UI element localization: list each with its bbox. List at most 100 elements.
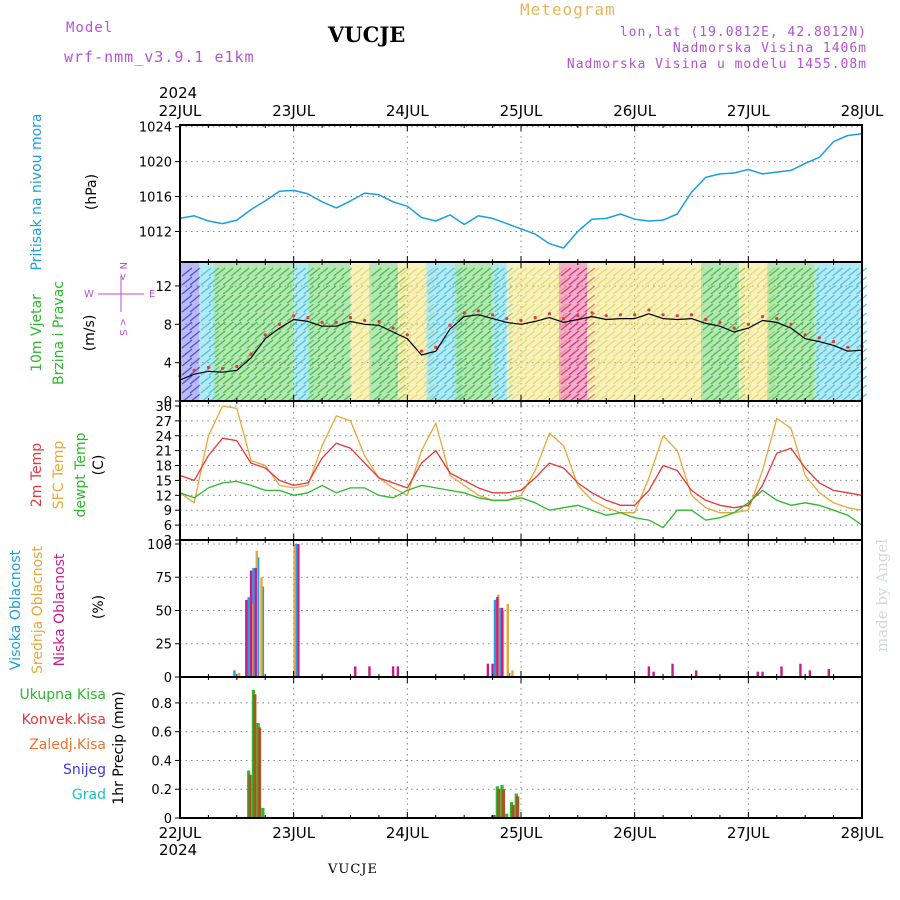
wind-barb [568, 285, 580, 295]
wind-barb [692, 330, 704, 340]
wind-barb [286, 294, 298, 304]
wind-gust-point [320, 320, 324, 324]
wind-barb [488, 294, 500, 304]
wind-barb [848, 339, 860, 349]
wind-barb [710, 294, 722, 304]
cloud-ylabel-mid: Srednja Oblacnost [30, 546, 46, 674]
wind-dir-n: N > [117, 262, 128, 281]
wind-barb [560, 357, 572, 367]
wind-barb [352, 312, 363, 322]
wind-dir-s: < S [117, 318, 128, 336]
model-name: wrf-nmm_v3.9.1 e1km [64, 48, 255, 66]
wind-barb [840, 294, 852, 304]
wind-barb [423, 366, 435, 376]
wind-barb [584, 339, 596, 349]
series-pressure [179, 132, 863, 249]
wind-barb [181, 366, 193, 376]
wind-barb [740, 357, 752, 367]
wind-barb [341, 312, 353, 322]
wind-barb [568, 321, 580, 331]
wind-barb [588, 339, 600, 349]
wind-barb [636, 267, 648, 277]
wind-barb [710, 384, 722, 394]
wind-barb [684, 312, 696, 322]
wind-barb [371, 375, 382, 385]
cloud-bar-cloud_high [233, 670, 236, 677]
wind-barb [596, 357, 608, 367]
y-tick-label: 0.8 [151, 697, 172, 712]
wind-barb [692, 267, 704, 277]
wind-barb [309, 375, 321, 385]
wind-gust-point [846, 345, 850, 349]
wind-barb [494, 330, 506, 340]
series-temp_2m [179, 437, 863, 509]
wind-barb [278, 357, 290, 367]
wind-barb [415, 366, 427, 376]
wind-barb [286, 285, 298, 295]
wind-barb [502, 303, 514, 313]
wind-barb [660, 267, 672, 277]
wind-barb [576, 375, 588, 385]
year-label-top: 2024 [159, 84, 197, 102]
wind-barb [540, 357, 552, 367]
wind-barb [317, 285, 329, 295]
wind-barb [726, 384, 738, 394]
wind-barb [427, 285, 439, 295]
wind-barb [508, 348, 520, 358]
wind-gust-point [434, 345, 438, 349]
wind-barb [768, 303, 780, 313]
wind-barb [189, 330, 201, 340]
wind-gust-point [363, 318, 367, 323]
wind-barb [702, 267, 714, 277]
wind-barb [230, 303, 242, 313]
wind-barb [540, 330, 552, 340]
wind-barb [576, 321, 588, 331]
wind-barb [768, 276, 780, 286]
wind-barb [451, 267, 463, 277]
wind-barb [734, 267, 746, 277]
wind-barb [652, 276, 664, 286]
date-label-top: 24JUL [386, 102, 429, 120]
wind-barb [508, 366, 520, 376]
wind-gust-point [448, 323, 452, 327]
wind-barb [379, 276, 390, 286]
wind-barb [360, 303, 371, 313]
wind-barb [756, 339, 768, 349]
wind-barb [464, 321, 476, 331]
wind-band [767, 262, 815, 401]
wind-barb [464, 384, 476, 394]
wind-barb [776, 357, 788, 367]
wind-barb [764, 294, 776, 304]
wind-barb [189, 339, 201, 349]
wind-barb [676, 339, 688, 349]
wind-barb [560, 366, 572, 376]
wind-barb [718, 339, 730, 349]
wind-barb [532, 366, 544, 376]
wind-barb [540, 294, 552, 304]
wind-barb [303, 357, 315, 367]
wind-barb [808, 303, 820, 313]
wind-barb [427, 357, 439, 367]
wind-barb [718, 285, 730, 295]
wind-gust-point [263, 333, 267, 337]
wind-barb [524, 330, 536, 340]
wind-barb [740, 285, 752, 295]
wind-barb [524, 339, 536, 349]
wind-barb [341, 303, 353, 313]
wind-barb [832, 366, 844, 376]
cloud-bar-cloud_low [500, 607, 504, 677]
wind-barb [200, 267, 212, 277]
wind-barb [415, 267, 427, 277]
wind-barb [415, 348, 427, 358]
wind-barb [286, 375, 298, 385]
wind-barb [456, 312, 468, 322]
wind-barb [588, 348, 600, 358]
wind-barb [556, 366, 568, 376]
wind-barb [776, 303, 788, 313]
wind-barb [792, 348, 804, 358]
date-label-bottom: 28JUL [841, 824, 884, 842]
wind-barb [668, 276, 680, 286]
wind-barb [407, 267, 419, 277]
wind-barb [360, 321, 371, 331]
wind-barb [768, 339, 780, 349]
